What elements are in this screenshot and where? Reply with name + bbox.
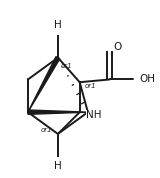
Text: H: H [54,20,62,30]
Text: OH: OH [140,74,156,85]
Polygon shape [28,110,88,114]
Text: O: O [114,42,122,52]
Text: or1: or1 [61,63,72,69]
Text: H: H [54,161,62,171]
Text: or1: or1 [41,127,52,133]
Polygon shape [28,57,60,112]
Text: or1: or1 [85,83,97,89]
Text: NH: NH [87,110,102,120]
